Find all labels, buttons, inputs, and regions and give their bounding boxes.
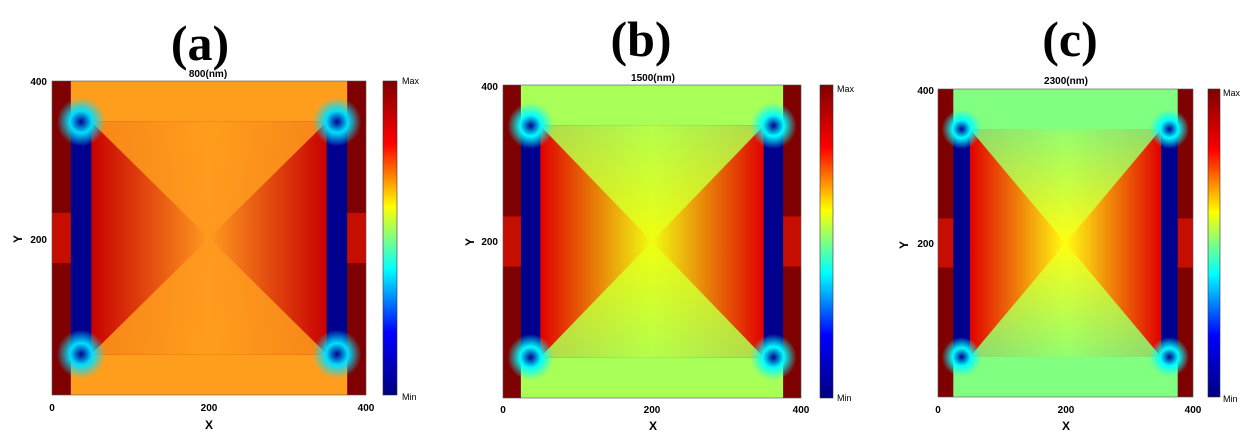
plot-frame-b (502, 84, 802, 399)
corner-hotspot-b (750, 102, 797, 149)
colorbar-a (382, 80, 398, 396)
panel-label-b: (b) (610, 11, 671, 67)
left-edge-glow-b (503, 216, 521, 267)
right-blade-c (1161, 129, 1178, 357)
y-tick-400-b: 400 (481, 82, 498, 93)
colorbar-min-label-c: Min (1223, 394, 1238, 404)
corner-hotspot-b (750, 334, 797, 381)
corner-hotspot-a (312, 329, 362, 379)
plot-frame-a (51, 80, 367, 396)
plot-title-c: 2300(nm) (1044, 76, 1088, 87)
right-edge-glow-b (783, 216, 801, 267)
bottom-band-a (70, 354, 348, 395)
lower-wedge-b (540, 241, 764, 358)
colorbar-gradient-a (382, 80, 398, 396)
colorbar-gradient-c (1207, 88, 1221, 398)
left-blade-a (70, 121, 92, 355)
top-band-a (70, 81, 348, 122)
y-tick-400-c: 400 (917, 86, 934, 97)
x-tick-200-c: 200 (1058, 405, 1075, 416)
upper-wedge-a (91, 121, 327, 238)
top-band-c (953, 89, 1178, 130)
corner-hotspot-a (56, 329, 106, 379)
corner-hotspot-b (507, 102, 554, 149)
left-blade-c (953, 129, 970, 357)
x-tick-400-c: 400 (1185, 405, 1202, 416)
left-edge-glow-c (938, 218, 954, 268)
colorbar-gradient-b (819, 84, 834, 399)
right-blade-a (326, 121, 348, 355)
x-tick-200-b: 200 (644, 405, 661, 416)
y-axis-label-b: Y (463, 238, 477, 246)
colorbar-max-label-c: Max (1223, 88, 1241, 98)
corner-hotspot-c (1149, 109, 1190, 149)
y-tick-200-a: 200 (30, 235, 47, 246)
corner-hotspot-a (312, 97, 362, 147)
panel-a: (a) 800(nm) Max Min 400 200 0 200 400 X … (11, 15, 420, 432)
corner-hotspot-c (941, 109, 982, 149)
panel-b: (b) 1500(nm) Max Min 400 200 0 200 400 X… (463, 11, 855, 433)
x-tick-0-c: 0 (935, 405, 941, 416)
y-axis-label-c: Y (897, 241, 911, 249)
colorbar-min-label-a: Min (402, 392, 417, 402)
corner-hotspot-c (1149, 337, 1190, 377)
bottom-band-c (953, 356, 1178, 397)
right-edge-glow-a (347, 212, 366, 264)
x-axis-label-b: X (649, 419, 657, 433)
lower-wedge-c (969, 243, 1162, 357)
panel-c: (c) 2300(nm) Max Min 400 200 0 200 400 X… (897, 11, 1241, 433)
x-tick-0-a: 0 (49, 403, 55, 414)
panel-label-c: (c) (1042, 11, 1098, 67)
corner-hotspot-b (507, 334, 554, 381)
field-map-b (502, 84, 802, 399)
y-tick-200-b: 200 (481, 237, 498, 248)
colorbar-c (1207, 88, 1221, 398)
y-axis-label-a: Y (11, 235, 25, 243)
left-blade-b (520, 125, 541, 358)
upper-wedge-b (540, 125, 764, 242)
top-band-b (520, 85, 784, 126)
x-tick-0-b: 0 (500, 405, 506, 416)
x-axis-label-a: X (205, 418, 213, 432)
colorbar-min-label-b: Min (837, 393, 852, 403)
x-tick-200-a: 200 (201, 403, 218, 414)
x-tick-400-b: 400 (793, 405, 810, 416)
x-tick-400-a: 400 (358, 403, 375, 414)
field-map-a (51, 80, 367, 396)
plot-title-b: 1500(nm) (631, 73, 675, 84)
lower-wedge-a (91, 238, 327, 355)
colorbar-max-label-a: Max (402, 76, 420, 86)
corner-hotspot-a (56, 97, 106, 147)
right-edge-glow-c (1177, 218, 1193, 268)
left-edge-glow-a (52, 212, 71, 264)
bottom-band-b (520, 357, 784, 398)
x-axis-label-c: X (1062, 419, 1070, 433)
upper-wedge-c (969, 129, 1162, 243)
colorbar-b (819, 84, 834, 399)
corner-hotspot-c (941, 337, 982, 377)
colorbar-max-label-b: Max (837, 84, 855, 94)
y-tick-200-c: 200 (917, 239, 934, 250)
panel-label-a: (a) (171, 15, 229, 71)
plot-title-a: 800(nm) (189, 69, 227, 80)
y-tick-400-a: 400 (30, 77, 47, 88)
field-map-c (937, 88, 1194, 398)
right-blade-b (763, 125, 784, 358)
plot-frame-c (937, 88, 1194, 398)
